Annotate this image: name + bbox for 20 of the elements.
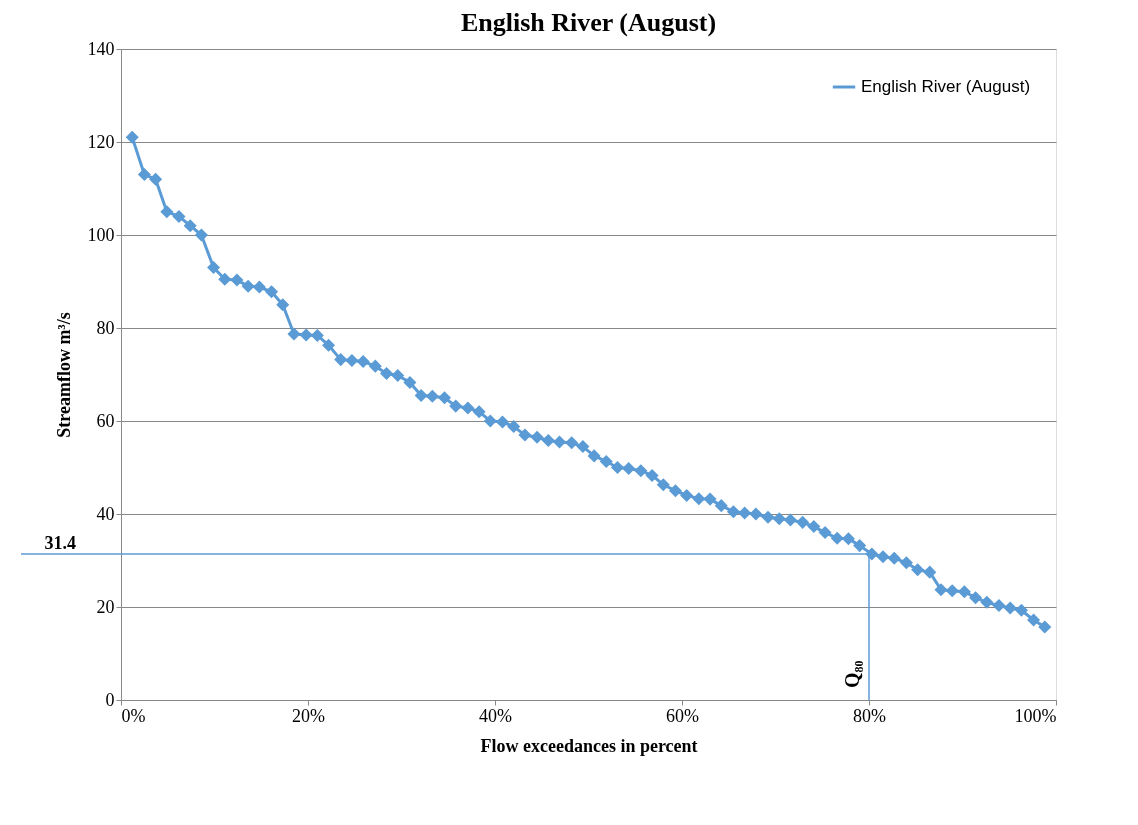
x-tick-label: 0% (121, 705, 146, 726)
x-tick-label: 80% (853, 705, 886, 726)
y-tick-label: 40 (96, 503, 115, 524)
x-tick-label: 20% (292, 705, 325, 726)
y-axis-title: Streamflow m³/s (53, 312, 74, 438)
x-tick-label: 100% (1014, 705, 1057, 726)
x-tick-label: 60% (666, 705, 699, 726)
y-tick-label: 60 (96, 410, 115, 431)
legend-label: English River (August) (861, 77, 1031, 96)
y-tick-label: 100 (87, 224, 115, 245)
x-axis-title: Flow exceedances in percent (480, 735, 698, 756)
y-tick-label: 20 (96, 596, 115, 617)
y-tick-label: 140 (87, 38, 115, 59)
ref-line-label: Q₈₀ (841, 660, 863, 688)
x-tick-label: 40% (479, 705, 512, 726)
chart-title: English River (August) (460, 8, 717, 37)
y-tick-label: 80 (96, 317, 115, 338)
y-tick-label: 120 (87, 131, 115, 152)
ref-line-label: 31.4 (44, 532, 76, 553)
y-tick-label: 0 (105, 689, 115, 710)
